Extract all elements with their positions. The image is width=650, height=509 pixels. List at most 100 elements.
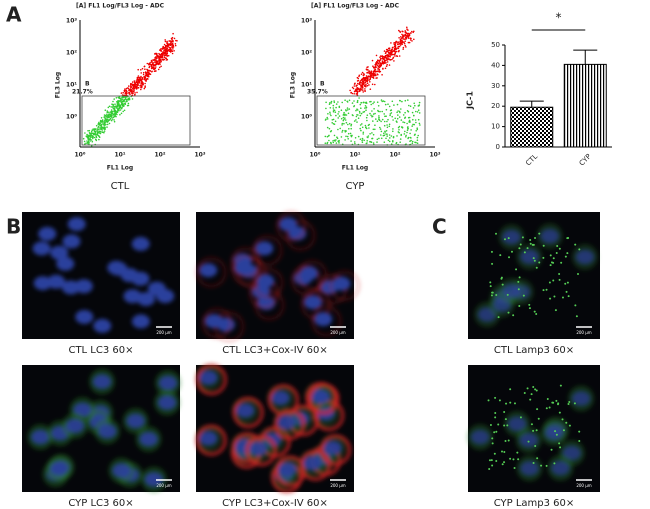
event-dot	[383, 124, 386, 127]
event-dot	[138, 82, 141, 84]
event-dot	[379, 56, 381, 58]
event-dot	[383, 50, 386, 52]
event-dot	[396, 111, 398, 114]
lamp3-dot	[555, 399, 558, 402]
lamp3-dot	[578, 248, 581, 251]
event-dot	[98, 123, 101, 125]
nucleus	[502, 283, 521, 298]
nucleus	[131, 236, 150, 251]
event-dot	[334, 140, 336, 142]
event-dot	[371, 115, 373, 118]
event-dot	[387, 54, 390, 57]
event-dot	[375, 62, 377, 64]
event-dot	[152, 66, 154, 69]
nucleus	[131, 314, 150, 329]
lamp3-dot	[500, 276, 503, 279]
event-dot	[393, 49, 395, 52]
lamp3-dot	[574, 304, 577, 307]
event-dot	[165, 54, 168, 56]
event-dot	[113, 119, 115, 121]
event-dot	[158, 61, 161, 63]
event-dot	[407, 37, 410, 39]
y-tick-label: 10⁰	[66, 114, 77, 121]
lamp3-dot	[501, 463, 504, 466]
event-dot	[340, 117, 343, 120]
event-dot	[327, 113, 329, 115]
nucleus	[158, 375, 177, 390]
lamp3-dot	[498, 399, 501, 402]
event-dot	[107, 106, 110, 109]
nucleus	[575, 249, 594, 264]
event-dot	[106, 113, 108, 116]
event-dot	[399, 100, 402, 102]
lamp3-dot	[534, 237, 537, 240]
event-dot	[166, 52, 169, 55]
event-dot	[350, 91, 353, 94]
event-dot	[404, 130, 406, 133]
event-dot	[326, 126, 329, 129]
event-dot	[395, 40, 398, 43]
event-dot	[84, 143, 86, 145]
event-dot	[106, 120, 108, 122]
event-dot	[101, 119, 104, 121]
event-dot	[136, 78, 138, 81]
event-dot	[170, 37, 173, 40]
nucleus	[139, 432, 158, 447]
event-dot	[147, 75, 150, 78]
y-tick-label: 10⁰	[301, 114, 312, 121]
nucleus	[158, 395, 177, 410]
event-dot	[142, 82, 144, 84]
event-dot	[361, 82, 363, 84]
event-dot	[361, 139, 363, 142]
lamp3-dot	[488, 468, 491, 471]
event-dot	[384, 54, 387, 57]
y-tick-label: 10³	[301, 18, 312, 25]
event-dot	[345, 135, 347, 138]
event-dot	[397, 45, 400, 48]
event-dot	[389, 113, 392, 115]
event-dot	[109, 117, 112, 120]
event-dot	[110, 106, 112, 108]
event-dot	[121, 106, 123, 109]
event-dot	[144, 78, 146, 80]
event-dot	[102, 124, 105, 126]
event-dot	[402, 46, 405, 49]
event-dot	[386, 133, 388, 135]
event-dot	[156, 60, 159, 63]
event-dot	[133, 80, 136, 82]
event-dot	[154, 57, 157, 59]
event-dot	[409, 37, 412, 39]
event-dot	[338, 111, 340, 113]
event-dot	[398, 125, 401, 128]
nucleus	[137, 292, 156, 307]
event-dot	[140, 86, 143, 89]
event-dot	[135, 87, 138, 90]
event-dot	[398, 110, 401, 113]
lamp3-dot	[542, 289, 545, 292]
event-dot	[134, 92, 136, 94]
nucleus	[562, 446, 581, 461]
event-dot	[352, 87, 355, 90]
lamp3-dot	[527, 440, 530, 443]
event-dot	[163, 54, 166, 56]
event-dot	[410, 137, 412, 139]
event-dot	[344, 139, 346, 141]
lamp3-dot	[509, 401, 512, 404]
event-dot	[404, 30, 407, 32]
event-dot	[86, 140, 88, 142]
event-dot	[359, 80, 362, 82]
event-dot	[125, 87, 128, 90]
event-dot	[153, 70, 156, 72]
event-dot	[89, 134, 91, 137]
event-dot	[362, 91, 365, 93]
nucleus	[279, 217, 298, 232]
event-dot	[332, 118, 335, 121]
event-dot	[145, 80, 147, 82]
event-dot	[390, 135, 393, 137]
event-dot	[164, 46, 167, 49]
x-tick-label: CTL	[524, 152, 539, 167]
event-dot	[386, 61, 389, 63]
event-dot	[379, 63, 382, 65]
event-dot	[341, 122, 344, 125]
event-dot	[132, 92, 134, 95]
